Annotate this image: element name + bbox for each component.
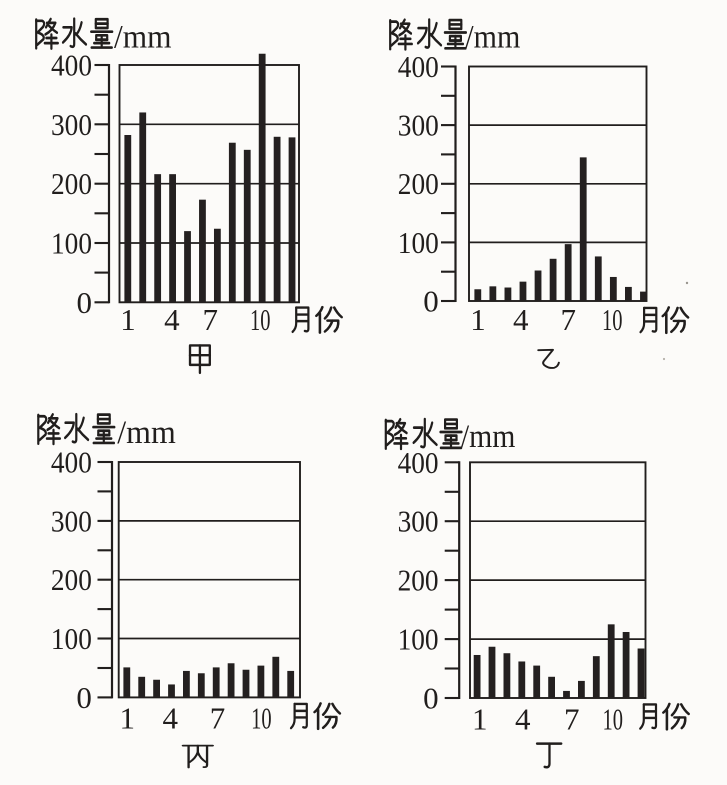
svg-text:200: 200 <box>51 562 92 597</box>
svg-text:10: 10 <box>602 302 623 337</box>
svg-text:400: 400 <box>398 49 439 84</box>
svg-text:4: 4 <box>164 302 180 337</box>
svg-text:/mm: /mm <box>465 20 520 56</box>
svg-text:1: 1 <box>472 702 488 737</box>
svg-text:1: 1 <box>119 701 135 736</box>
svg-text:100: 100 <box>398 225 439 260</box>
svg-text:4: 4 <box>513 302 529 337</box>
svg-text:10: 10 <box>250 302 271 337</box>
svg-text:7: 7 <box>561 302 577 337</box>
svg-text:7: 7 <box>564 702 580 737</box>
svg-text:10: 10 <box>251 701 272 736</box>
svg-text:400: 400 <box>51 48 92 83</box>
svg-text:0: 0 <box>76 680 92 715</box>
svg-text:0: 0 <box>77 285 93 320</box>
svg-text:/mm: /mm <box>114 20 172 56</box>
svg-text:100: 100 <box>51 226 92 261</box>
svg-text:200: 200 <box>51 166 92 201</box>
svg-text:200: 200 <box>398 166 439 201</box>
svg-text:7: 7 <box>203 302 219 337</box>
svg-text:7: 7 <box>210 701 226 736</box>
svg-text:400: 400 <box>51 445 92 480</box>
svg-text:300: 300 <box>51 107 92 142</box>
svg-text:0: 0 <box>423 681 439 716</box>
svg-text:300: 300 <box>51 503 92 538</box>
svg-text:300: 300 <box>398 504 439 539</box>
svg-text:100: 100 <box>398 622 439 657</box>
svg-text:0: 0 <box>423 284 439 319</box>
svg-text:200: 200 <box>398 563 439 598</box>
svg-text:100: 100 <box>51 621 92 656</box>
svg-text:/mm: /mm <box>117 415 176 451</box>
svg-text:1: 1 <box>470 302 486 337</box>
svg-text:300: 300 <box>398 108 439 143</box>
svg-text:4: 4 <box>515 702 531 737</box>
svg-text:400: 400 <box>398 445 439 480</box>
svg-text:4: 4 <box>162 701 178 736</box>
svg-text:/mm: /mm <box>461 419 516 455</box>
svg-text:1: 1 <box>120 302 136 337</box>
svg-text:10: 10 <box>602 702 623 737</box>
